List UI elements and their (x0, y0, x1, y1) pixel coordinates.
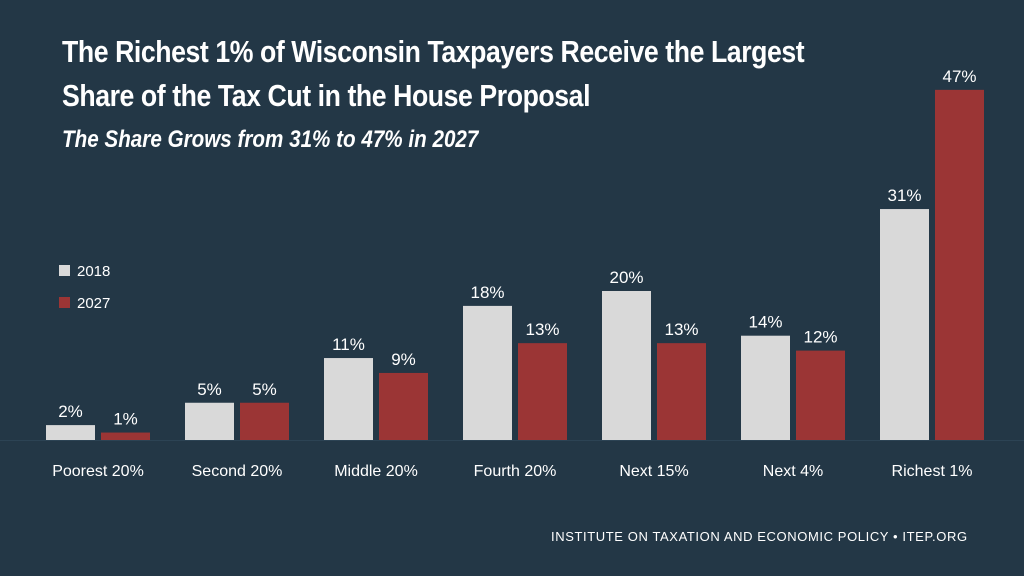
bar-2027-0 (101, 432, 150, 440)
bar-2027-5 (796, 350, 845, 440)
category-label-2: Middle 20% (334, 463, 418, 480)
category-label-5: Next 4% (763, 463, 823, 480)
category-label-0: Poorest 20% (52, 463, 144, 480)
data-label-2027-6: 47% (942, 67, 976, 86)
category-label-3: Fourth 20% (474, 463, 557, 480)
legend-label-2027: 2027 (77, 295, 110, 312)
legend-label-2018: 2018 (77, 263, 110, 280)
bar-2027-4 (657, 343, 706, 440)
data-label-2018-5: 14% (748, 313, 782, 332)
data-label-2027-4: 13% (664, 320, 698, 339)
data-label-2018-4: 20% (609, 268, 643, 287)
bar-2027-2 (379, 372, 428, 440)
category-label-6: Richest 1% (892, 463, 973, 480)
data-label-2027-1: 5% (252, 380, 277, 399)
data-label-2018-1: 5% (197, 380, 222, 399)
bar-2018-1 (185, 402, 234, 440)
bar-2027-3 (518, 343, 567, 440)
bar-2018-5 (741, 335, 790, 440)
data-label-2018-3: 18% (470, 283, 504, 302)
bar-2018-6 (880, 209, 929, 440)
bar-2018-2 (324, 358, 373, 440)
chart-subtitle: The Share Grows from 31% to 47% in 2027 (62, 126, 479, 153)
chart-title: The Richest 1% of Wisconsin Taxpayers Re… (62, 34, 805, 113)
data-label-2018-0: 2% (58, 402, 83, 421)
bar-2018-4 (602, 291, 651, 440)
data-label-2018-6: 31% (887, 186, 921, 205)
category-label-1: Second 20% (192, 463, 283, 480)
data-label-2027-2: 9% (391, 350, 416, 369)
source-footer: INSTITUTE ON TAXATION AND ECONOMIC POLIC… (551, 529, 968, 544)
bar-2018-3 (463, 305, 512, 440)
data-label-2027-3: 13% (525, 320, 559, 339)
bar-2018-0 (46, 425, 95, 440)
data-label-2018-2: 11% (332, 335, 365, 354)
legend-swatch-2027 (59, 297, 70, 308)
legend-swatch-2018 (59, 265, 70, 276)
category-label-4: Next 15% (619, 463, 688, 480)
bar-2027-6 (935, 89, 984, 440)
data-label-2027-0: 1% (113, 410, 138, 429)
bar-2027-1 (240, 402, 289, 440)
data-label-2027-5: 12% (803, 328, 837, 347)
